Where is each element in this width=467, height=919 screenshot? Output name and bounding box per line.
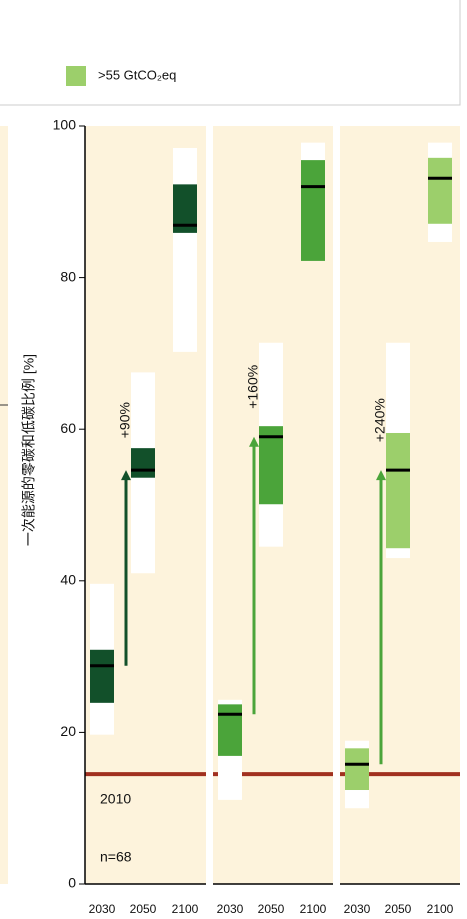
box-iqr: [386, 432, 410, 549]
x-tick-label: 2050: [385, 902, 412, 916]
box-iqr: [131, 448, 155, 478]
x-tick-label: 2050: [258, 902, 285, 916]
x-tick-label: 2100: [172, 902, 199, 916]
note: n=68: [100, 849, 132, 865]
y-tick-label: 40: [60, 572, 76, 588]
x-tick-label: 2030: [89, 902, 116, 916]
x-tick-label: 2100: [427, 902, 454, 916]
arrow-head: [249, 436, 259, 447]
change-label: +160%: [245, 365, 261, 409]
arrow-head: [121, 470, 131, 481]
box-iqr: [428, 157, 452, 224]
legend-box: [0, 0, 461, 106]
box-iqr: [301, 160, 325, 261]
y-tick-label: 0: [68, 875, 76, 891]
box-range: [173, 147, 197, 352]
box-iqr: [90, 649, 114, 703]
x-tick-label: 2100: [300, 902, 327, 916]
y-tick-label: 80: [60, 268, 76, 284]
x-tick-label: 2030: [344, 902, 371, 916]
box-iqr: [218, 704, 242, 756]
change-label: +240%: [372, 398, 388, 442]
box-iqr: [345, 748, 369, 791]
arrow-head: [376, 470, 386, 481]
legend-swatch: [66, 66, 86, 86]
x-tick-label: 2050: [130, 902, 157, 916]
y-tick-label: 60: [60, 420, 76, 436]
y-tick-label: 20: [60, 723, 76, 739]
reference-label: 2010: [100, 791, 131, 807]
box-iqr: [259, 426, 283, 505]
y-axis-label: 一次能源的零碳和低碳比例 [%]: [21, 354, 37, 546]
change-label: +90%: [117, 402, 133, 438]
legend-label: >55 GtCO₂eq: [98, 67, 176, 82]
left-panel-edge: [0, 126, 8, 884]
x-tick-label: 2030: [217, 902, 244, 916]
y-tick-label: 100: [53, 117, 77, 133]
